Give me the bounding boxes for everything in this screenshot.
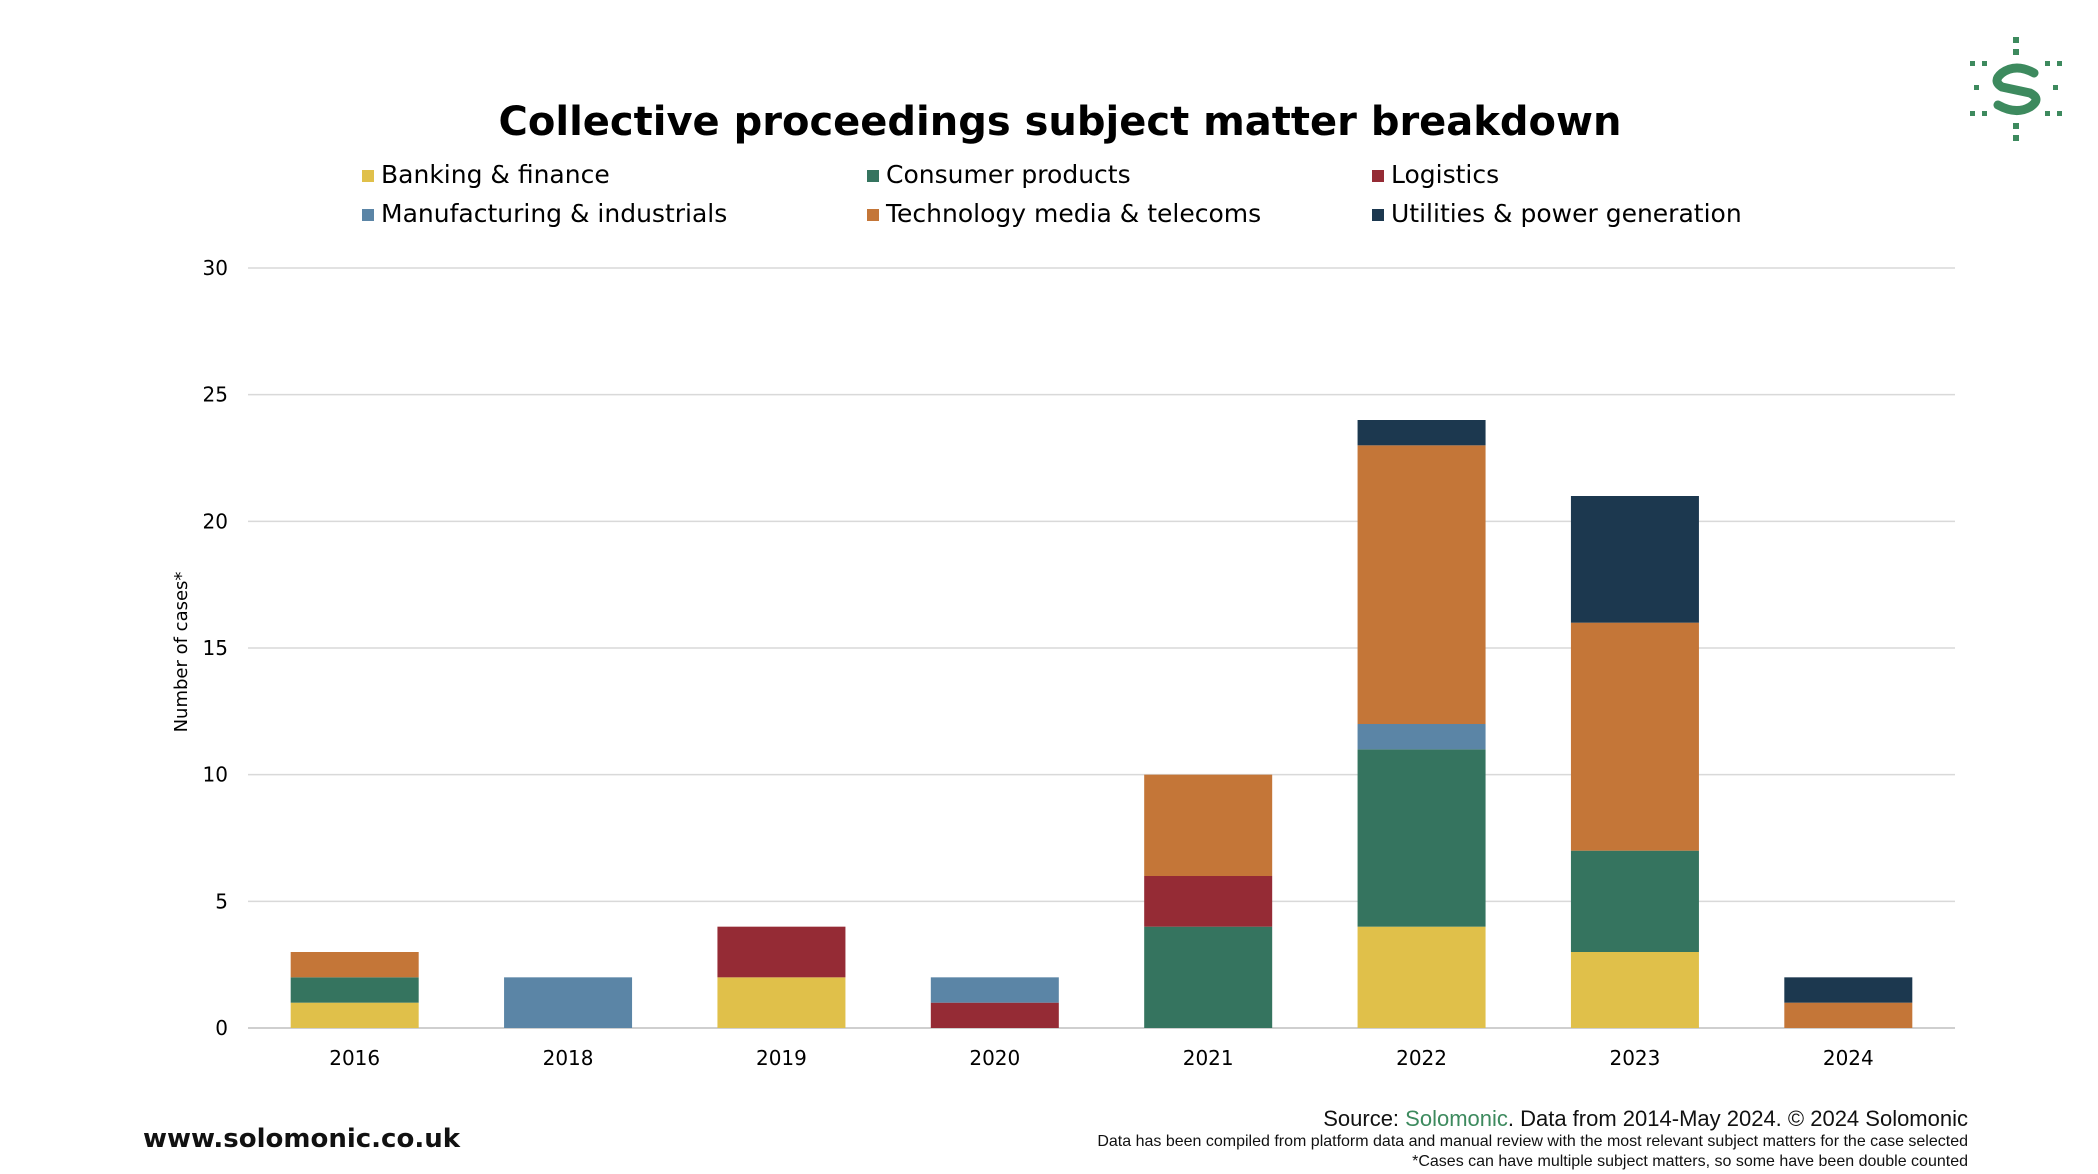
x-tick-label: 2022 <box>1396 1046 1447 1070</box>
x-tick-label: 2016 <box>329 1046 380 1070</box>
bar-segment <box>1357 749 1486 927</box>
bar-segment <box>290 977 419 1003</box>
source-prefix: Source: <box>1323 1106 1406 1131</box>
y-tick-label: 20 <box>203 509 228 533</box>
bar-segment <box>1570 952 1699 1028</box>
bar-segment <box>1570 850 1699 952</box>
data-note: Data has been compiled from platform dat… <box>1097 1133 1968 1150</box>
bar-segment <box>290 952 419 978</box>
x-tick-label: 2023 <box>1609 1046 1660 1070</box>
bar-segment <box>1144 876 1273 927</box>
x-tick-label: 2024 <box>1823 1046 1874 1070</box>
bar-segment <box>1357 724 1486 750</box>
legend-swatch <box>362 209 374 221</box>
gridlines <box>248 267 1955 1029</box>
bar-segment <box>1570 622 1699 851</box>
bar-segment <box>717 977 846 1028</box>
bar-segment <box>1357 926 1486 1028</box>
source-note: Source: Solomonic. Data from 2014-May 20… <box>1097 1106 1968 1172</box>
y-tick-label: 10 <box>203 763 228 787</box>
y-tick-label: 15 <box>203 636 228 660</box>
bar-segment <box>290 1002 419 1028</box>
bars <box>290 420 1913 1028</box>
legend-label: Manufacturing & industrials <box>381 199 727 228</box>
legend: Banking & finance Consumer products Logist… <box>362 160 1742 228</box>
x-axis: 2016 2018 2019 2020 2021 2022 2023 2024 <box>329 1046 1874 1070</box>
bar-segment <box>1357 445 1486 724</box>
legend-label: Utilities & power generation <box>1391 199 1742 228</box>
legend-swatch <box>867 209 879 221</box>
source-suffix: . Data from 2014-May 2024. © 2024 Solomo… <box>1507 1106 1968 1131</box>
website-url[interactable]: www.solomonic.co.uk <box>143 1124 461 1154</box>
y-axis: 0 5 10 15 20 25 30 <box>203 256 228 1040</box>
source-link[interactable]: Solomonic <box>1405 1106 1508 1131</box>
x-tick-label: 2019 <box>756 1046 807 1070</box>
legend-label: Technology media & telecoms <box>885 199 1261 228</box>
y-tick-label: 5 <box>215 889 228 913</box>
legend-swatch <box>1372 170 1384 182</box>
legend-swatch <box>1372 209 1384 221</box>
chart-title: Collective proceedings subject matter br… <box>499 99 1622 145</box>
legend-label: Logistics <box>1391 160 1499 189</box>
bar-segment <box>1357 420 1486 446</box>
bar-segment <box>1784 1002 1913 1028</box>
bar-segment <box>1144 774 1273 876</box>
x-tick-label: 2020 <box>969 1046 1020 1070</box>
y-tick-label: 25 <box>203 383 228 407</box>
double-count-note: *Cases can have multiple subject matters… <box>1412 1153 1968 1170</box>
x-tick-label: 2018 <box>543 1046 594 1070</box>
y-axis-label: Number of cases* <box>171 572 192 733</box>
bar-segment <box>1144 926 1273 1028</box>
legend-swatch <box>867 170 879 182</box>
y-tick-label: 30 <box>203 256 228 280</box>
bar-segment <box>930 977 1059 1003</box>
bar-segment <box>504 977 633 1028</box>
bar-segment <box>717 926 846 978</box>
solomonic-logo-icon <box>1970 37 2062 141</box>
y-tick-label: 0 <box>215 1016 228 1040</box>
bar-segment <box>1570 496 1699 623</box>
legend-label: Banking & finance <box>381 160 610 189</box>
legend-swatch <box>362 170 374 182</box>
legend-label: Consumer products <box>886 160 1131 189</box>
bar-segment <box>1784 977 1913 1003</box>
x-tick-label: 2021 <box>1183 1046 1234 1070</box>
bar-segment <box>930 1002 1059 1028</box>
